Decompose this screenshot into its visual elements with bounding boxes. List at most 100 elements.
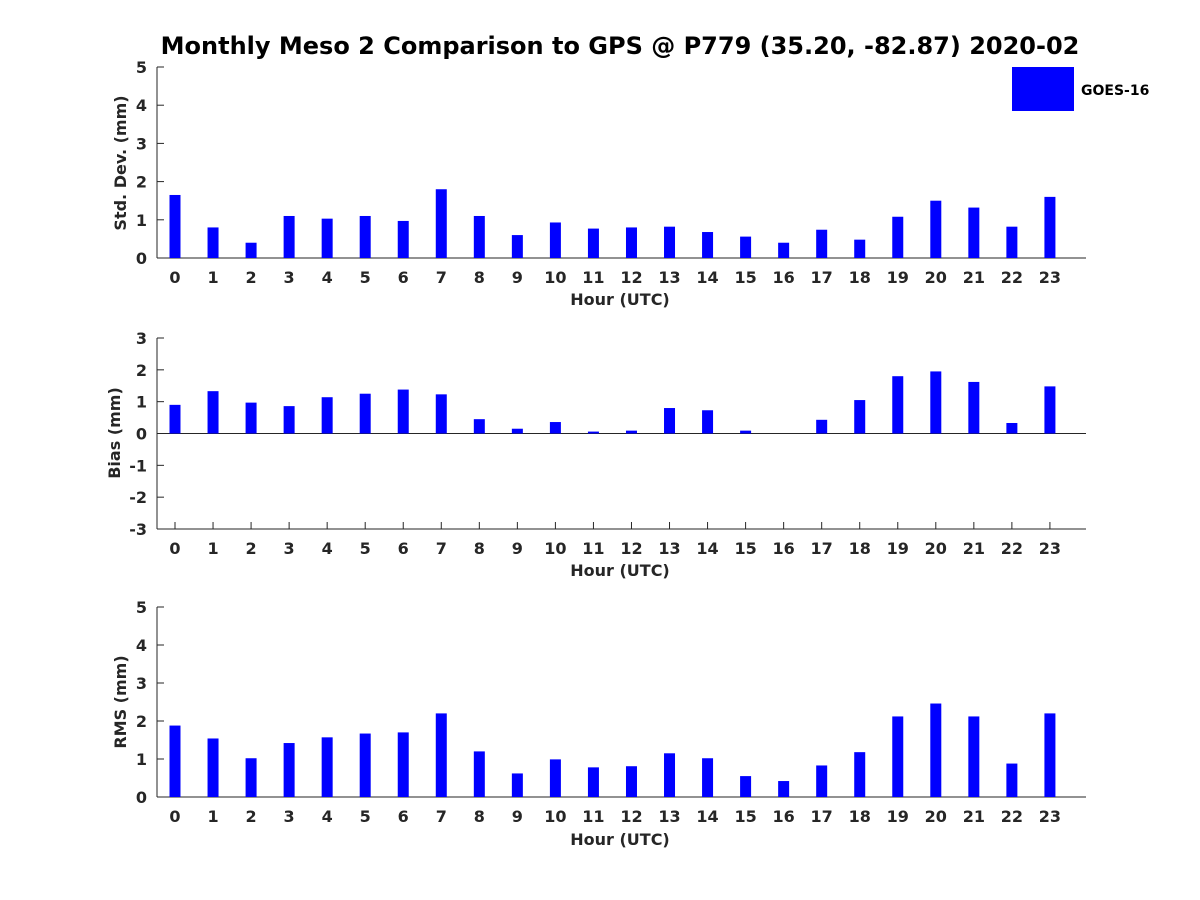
bar: [549, 422, 561, 434]
x-tick-label: 20: [925, 539, 947, 558]
x-tick-label: 11: [582, 268, 604, 287]
ylabel-bias: Bias (mm): [105, 387, 124, 479]
bar: [169, 725, 181, 797]
chart-title: Monthly Meso 2 Comparison to GPS @ P779 …: [161, 32, 1080, 60]
x-tick-label: 13: [658, 539, 680, 558]
x-tick-label: 22: [1001, 539, 1023, 558]
bar: [930, 703, 942, 797]
x-tick-label: 19: [887, 539, 909, 558]
x-tick-label: 2: [246, 539, 257, 558]
bar: [892, 376, 904, 434]
ylabel-std-dev: Std. Dev. (mm): [111, 95, 130, 230]
bar: [816, 419, 828, 434]
x-tick-label: 3: [284, 268, 295, 287]
bar: [321, 737, 333, 797]
x-tick-label: 9: [512, 539, 523, 558]
x-tick-label: 23: [1039, 268, 1061, 287]
bar: [968, 207, 980, 258]
x-tick-label: 12: [620, 268, 642, 287]
bar: [854, 239, 866, 258]
bar: [930, 371, 942, 434]
y-tick-label: 0: [136, 425, 147, 444]
x-tick-label: 3: [284, 539, 295, 558]
xlabel-std-dev: Hour (UTC): [570, 290, 670, 309]
bar: [892, 216, 904, 258]
y-tick-label: -3: [129, 520, 147, 539]
x-tick-label: 20: [925, 268, 947, 287]
x-tick-label: 23: [1039, 807, 1061, 826]
x-tick-label: 5: [360, 539, 371, 558]
bar: [1006, 422, 1018, 434]
bar: [435, 713, 447, 797]
legend: GOES-16: [1012, 67, 1149, 111]
x-tick-label: 6: [398, 539, 409, 558]
bar: [1006, 763, 1018, 797]
xlabel-bias: Hour (UTC): [570, 561, 670, 580]
x-tick-label: 10: [544, 807, 566, 826]
y-tick-label: 1: [136, 750, 147, 769]
x-tick-label: 1: [207, 539, 218, 558]
y-tick-label: 4: [136, 636, 147, 655]
bar: [1044, 386, 1056, 434]
x-tick-label: 14: [696, 807, 718, 826]
bar: [778, 781, 790, 797]
x-tick-label: 7: [436, 539, 447, 558]
y-tick-label: 2: [136, 173, 147, 192]
bar: [1044, 713, 1056, 797]
x-tick-label: 1: [207, 268, 218, 287]
x-tick-label: 22: [1001, 268, 1023, 287]
bar: [930, 200, 942, 258]
x-tick-label: 21: [963, 268, 985, 287]
y-tick-label: 1: [136, 393, 147, 412]
bar: [816, 229, 828, 258]
y-tick-label: 5: [136, 598, 147, 617]
x-tick-label: 0: [169, 268, 180, 287]
y-tick-label: 2: [136, 712, 147, 731]
bar: [359, 733, 371, 797]
x-tick-label: 4: [322, 807, 333, 826]
bar: [778, 242, 790, 258]
bar: [169, 404, 181, 434]
bar: [892, 716, 904, 797]
x-tick-label: 21: [963, 539, 985, 558]
legend-label: GOES-16: [1081, 83, 1149, 99]
bar: [435, 394, 447, 434]
x-tick-label: 2: [246, 807, 257, 826]
x-tick-label: 17: [811, 807, 833, 826]
x-tick-label: 11: [582, 539, 604, 558]
x-tick-label: 7: [436, 807, 447, 826]
bar: [283, 743, 295, 797]
bar: [169, 194, 181, 258]
bar: [854, 752, 866, 797]
bar: [473, 419, 485, 434]
x-tick-label: 6: [398, 268, 409, 287]
y-tick-label: -2: [129, 488, 147, 507]
x-tick-label: 8: [474, 807, 485, 826]
bar: [1044, 196, 1056, 258]
x-tick-label: 16: [773, 807, 795, 826]
x-tick-label: 9: [512, 268, 523, 287]
x-tick-label: 17: [811, 539, 833, 558]
bar: [283, 406, 295, 434]
bar: [740, 430, 752, 434]
bar: [587, 431, 599, 434]
bar: [207, 738, 219, 797]
bar: [968, 716, 980, 797]
x-tick-label: 16: [773, 268, 795, 287]
x-tick-label: 0: [169, 539, 180, 558]
bar: [625, 227, 637, 258]
x-tick-label: 14: [696, 539, 718, 558]
x-tick-label: 13: [658, 807, 680, 826]
bar: [435, 189, 447, 258]
bar: [511, 235, 523, 258]
x-tick-label: 19: [887, 268, 909, 287]
bar: [625, 766, 637, 797]
x-tick-label: 8: [474, 268, 485, 287]
x-tick-label: 19: [887, 807, 909, 826]
x-tick-label: 12: [620, 539, 642, 558]
x-tick-label: 5: [360, 807, 371, 826]
x-tick-label: 15: [734, 268, 756, 287]
